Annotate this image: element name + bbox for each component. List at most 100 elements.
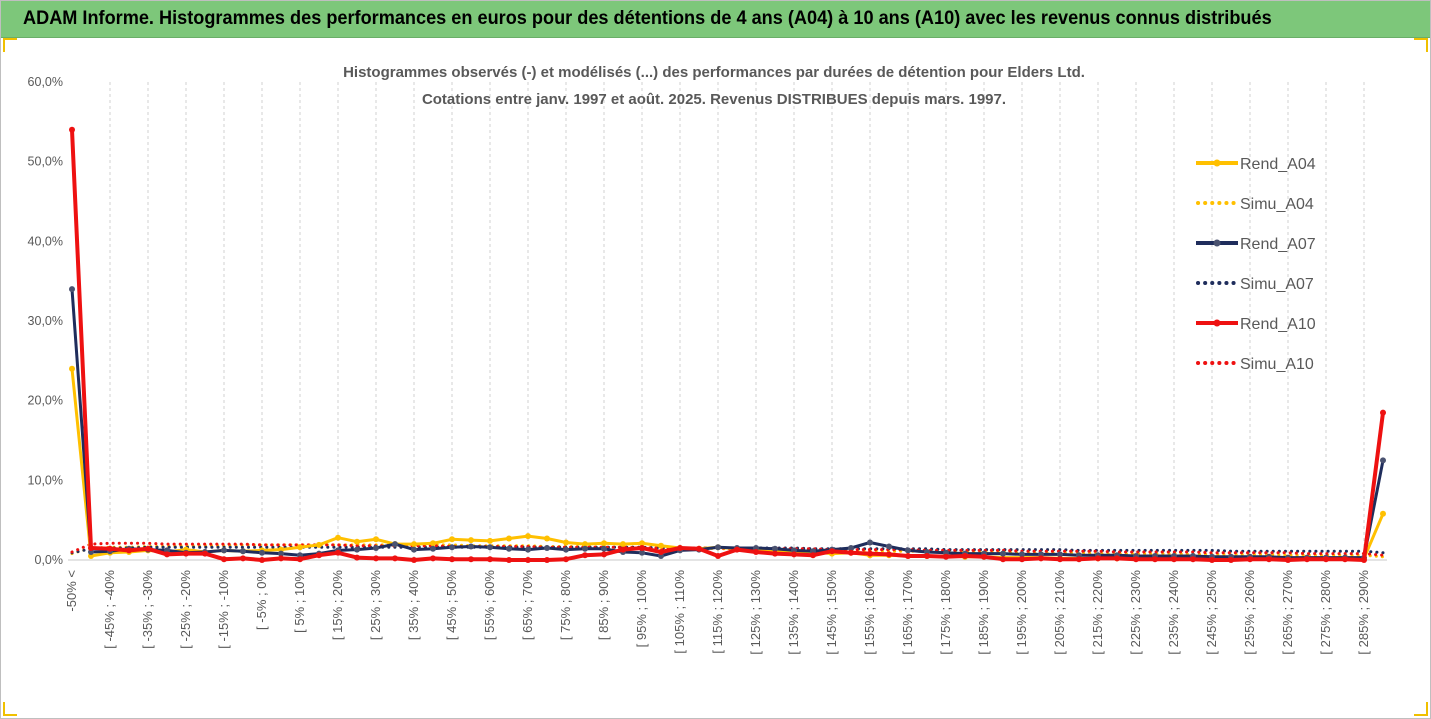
data-point bbox=[297, 556, 303, 563]
y-tick-label: 0,0% bbox=[35, 553, 64, 567]
data-point bbox=[1247, 556, 1253, 563]
y-tick-label: 50,0% bbox=[28, 155, 63, 169]
x-tick-label: -50% < bbox=[64, 570, 79, 612]
data-point bbox=[107, 545, 113, 552]
data-point bbox=[430, 545, 436, 552]
x-tick-label: [ 275% ; 280% bbox=[1318, 570, 1333, 655]
x-tick-label: [ -25% ; -20% bbox=[178, 570, 193, 649]
data-point bbox=[1019, 551, 1025, 558]
data-point bbox=[297, 544, 303, 551]
y-tick-label: 20,0% bbox=[28, 394, 63, 408]
legend-label: Rend_A07 bbox=[1240, 236, 1316, 253]
data-point bbox=[1342, 556, 1348, 563]
x-tick-label: [ 255% ; 260% bbox=[1242, 570, 1257, 655]
data-point bbox=[69, 286, 75, 293]
data-point bbox=[468, 543, 474, 550]
y-tick-label: 30,0% bbox=[28, 314, 63, 328]
data-point bbox=[639, 545, 645, 551]
data-point bbox=[316, 552, 322, 559]
x-tick-label: [ -35% ; -30% bbox=[140, 570, 155, 649]
data-point bbox=[1038, 555, 1044, 562]
selection-handle-bottom-left[interactable] bbox=[3, 702, 17, 716]
series-line bbox=[70, 541, 1385, 557]
data-point bbox=[734, 546, 740, 553]
legend-item: Simu_A07 bbox=[1196, 276, 1314, 293]
data-point bbox=[1019, 556, 1025, 563]
x-tick-label: [ 65% ; 70% bbox=[520, 570, 535, 641]
selection-handle-top-left[interactable] bbox=[3, 38, 17, 52]
data-point bbox=[411, 541, 417, 548]
x-tick-label: [ 265% ; 270% bbox=[1280, 570, 1295, 655]
data-point bbox=[278, 550, 284, 557]
legend-item: Rend_A07 bbox=[1196, 236, 1316, 253]
legend-label: Rend_A04 bbox=[1240, 156, 1316, 173]
data-point bbox=[468, 556, 474, 563]
data-point bbox=[411, 557, 417, 563]
data-point bbox=[905, 553, 911, 559]
x-tick-label: [ 205% ; 210% bbox=[1052, 570, 1067, 655]
data-point bbox=[772, 550, 778, 557]
legend-marker bbox=[1213, 239, 1221, 247]
data-point bbox=[411, 546, 417, 553]
data-point bbox=[1114, 555, 1120, 562]
data-point bbox=[715, 553, 721, 559]
data-point bbox=[145, 545, 151, 552]
data-point bbox=[506, 557, 512, 563]
y-tick-label: 40,0% bbox=[28, 234, 63, 248]
x-tick-label: [ 35% ; 40% bbox=[406, 570, 421, 641]
x-tick-label: [ 195% ; 200% bbox=[1014, 570, 1029, 655]
data-point bbox=[183, 550, 189, 557]
data-point bbox=[943, 553, 949, 560]
x-tick-label: [ -5% ; 0% bbox=[254, 570, 269, 630]
selection-handle-top-right[interactable] bbox=[1414, 38, 1428, 52]
x-tick-label: [ 5% ; 10% bbox=[292, 570, 307, 633]
y-axis: 0,0% 10,0% 20,0% 30,0% 40,0% 50,0% 60,0% bbox=[28, 75, 63, 567]
data-point bbox=[430, 555, 436, 562]
selection-handle-bottom-right[interactable] bbox=[1414, 702, 1428, 716]
series-rend-a10 bbox=[69, 126, 1386, 563]
data-point bbox=[867, 550, 873, 557]
series-line bbox=[70, 287, 1385, 560]
data-point bbox=[601, 545, 607, 552]
data-point bbox=[696, 545, 702, 552]
series-rend-a04 bbox=[69, 365, 1386, 562]
data-point bbox=[221, 547, 227, 554]
x-tick-label: [ 125% ; 130% bbox=[748, 570, 763, 655]
data-point bbox=[1361, 557, 1367, 563]
data-point bbox=[544, 557, 550, 563]
data-point bbox=[1076, 556, 1082, 563]
data-point bbox=[1171, 556, 1177, 563]
data-point bbox=[563, 546, 569, 553]
data-point bbox=[487, 544, 493, 551]
data-point bbox=[1000, 550, 1006, 557]
data-point bbox=[335, 549, 341, 556]
series-line bbox=[70, 127, 1385, 562]
report-title: ADAM Informe. Histogrammes des performan… bbox=[23, 7, 1272, 29]
x-tick-label: [ 215% ; 220% bbox=[1090, 570, 1105, 655]
data-point bbox=[487, 556, 493, 563]
data-point bbox=[544, 545, 550, 551]
data-point bbox=[126, 547, 132, 554]
series-layer bbox=[69, 126, 1386, 563]
x-tick-label: [ 15% ; 20% bbox=[330, 570, 345, 641]
data-point bbox=[430, 540, 436, 547]
x-tick-label: [ 55% ; 60% bbox=[482, 570, 497, 641]
legend-item: Simu_A04 bbox=[1196, 196, 1314, 213]
data-point bbox=[848, 549, 854, 556]
legend-label: Simu_A10 bbox=[1240, 356, 1314, 373]
x-tick-label: [ 225% ; 230% bbox=[1128, 570, 1143, 655]
data-point bbox=[544, 535, 550, 542]
data-point bbox=[867, 539, 873, 546]
x-tick-label: [ 245% ; 250% bbox=[1204, 570, 1219, 655]
data-point bbox=[468, 537, 474, 544]
data-point bbox=[848, 545, 854, 551]
data-point bbox=[487, 537, 493, 544]
data-point bbox=[1228, 557, 1234, 563]
data-point bbox=[620, 541, 626, 548]
y-tick-label: 10,0% bbox=[28, 473, 63, 487]
x-tick-label: [ 155% ; 160% bbox=[862, 570, 877, 655]
data-point bbox=[981, 553, 987, 560]
x-tick-label: [ 115% ; 120% bbox=[710, 570, 725, 654]
y-tick-label: 60,0% bbox=[28, 75, 63, 89]
